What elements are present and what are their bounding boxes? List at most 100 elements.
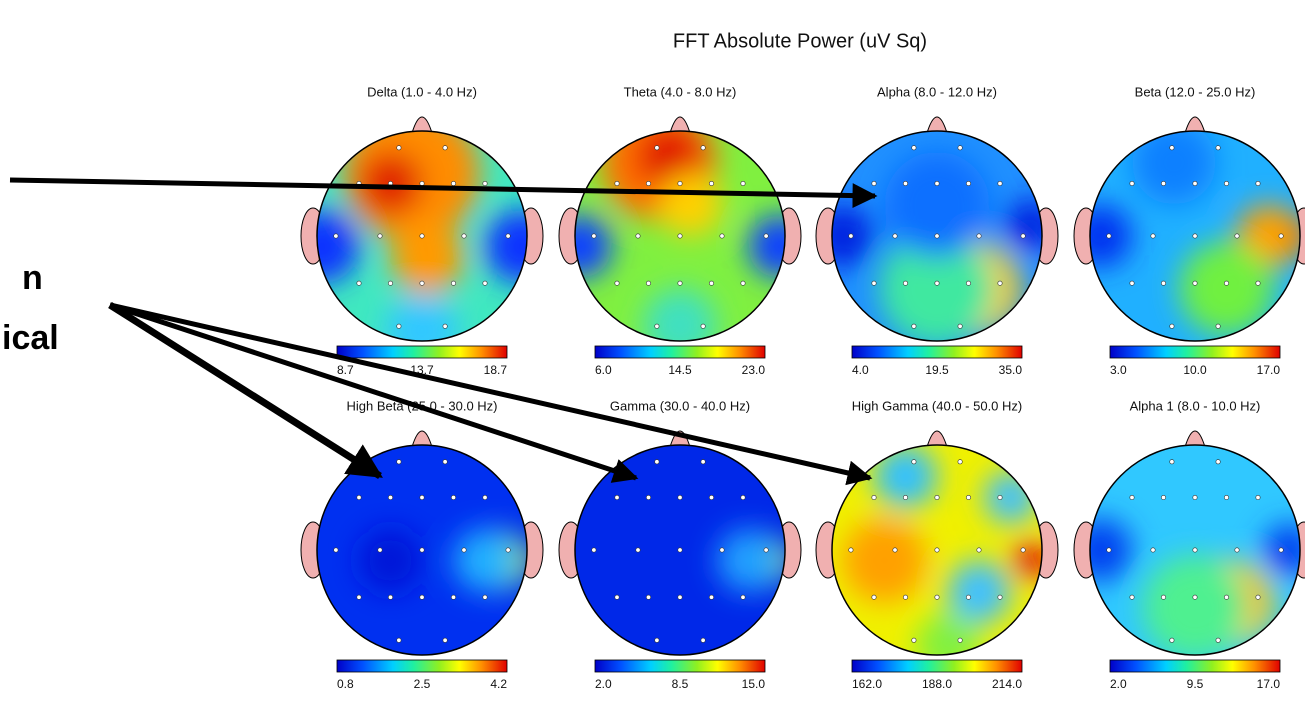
colorbar bbox=[1109, 659, 1281, 673]
head-outline bbox=[574, 130, 786, 342]
head-outline bbox=[316, 130, 528, 342]
scale-label: 17.0 bbox=[1257, 677, 1281, 691]
electrode bbox=[934, 494, 940, 500]
heat-blob bbox=[385, 293, 459, 341]
electrode bbox=[871, 594, 877, 600]
scale-label: 2.0 bbox=[595, 677, 612, 691]
electrode bbox=[396, 323, 402, 329]
electrode bbox=[997, 494, 1003, 500]
electrode bbox=[614, 280, 620, 286]
topomap: Delta (1.0 - 4.0 Hz)8.7 13.7 18.7 bbox=[300, 84, 544, 377]
electrode bbox=[333, 547, 339, 553]
electrode bbox=[1161, 494, 1167, 500]
electrode bbox=[1169, 145, 1175, 151]
electrode bbox=[1192, 594, 1198, 600]
electrode bbox=[763, 233, 769, 239]
electrode bbox=[645, 181, 651, 187]
electrode bbox=[1215, 459, 1221, 465]
heat-blob bbox=[575, 215, 612, 278]
scale-label: 4.2 bbox=[490, 677, 507, 691]
electrode bbox=[1255, 181, 1261, 187]
scale-label: 162.0 bbox=[852, 677, 882, 691]
head-outline bbox=[1089, 130, 1301, 342]
electrode bbox=[1215, 637, 1221, 643]
scale-label: 2.5 bbox=[414, 677, 431, 691]
heatmap bbox=[575, 445, 785, 655]
heat-blob bbox=[453, 529, 517, 592]
scale-label: 18.7 bbox=[484, 363, 508, 377]
heat-blob bbox=[832, 204, 874, 268]
electrode bbox=[1215, 323, 1221, 329]
electrode bbox=[700, 145, 706, 151]
electrode bbox=[419, 233, 425, 239]
arrow bbox=[109, 302, 873, 486]
electrode bbox=[957, 637, 963, 643]
electrode bbox=[708, 280, 714, 286]
heat-blobs bbox=[832, 152, 1042, 341]
heat-blob bbox=[884, 152, 990, 257]
electrode bbox=[965, 494, 971, 500]
heat-blobs bbox=[575, 131, 785, 341]
electrode bbox=[450, 494, 456, 500]
electrode bbox=[1129, 494, 1135, 500]
electrode bbox=[1129, 280, 1135, 286]
electrode bbox=[419, 181, 425, 187]
electrode bbox=[419, 547, 425, 553]
head-outline bbox=[831, 444, 1043, 656]
scale-label: 4.0 bbox=[852, 363, 869, 377]
electrode bbox=[645, 594, 651, 600]
electrode bbox=[902, 181, 908, 187]
arrows bbox=[9, 177, 878, 486]
electrode bbox=[419, 494, 425, 500]
topomap: Theta (4.0 - 8.0 Hz) 6.0 14.5 23.0 bbox=[558, 84, 802, 377]
scale-label: 14.5 bbox=[668, 363, 692, 377]
electrode bbox=[1150, 233, 1156, 239]
heat-blobs bbox=[842, 445, 1042, 655]
electrode bbox=[482, 594, 488, 600]
head-outline bbox=[831, 130, 1043, 342]
electrode bbox=[505, 547, 511, 553]
electrode bbox=[654, 459, 660, 465]
electrode bbox=[677, 181, 683, 187]
electrode bbox=[957, 145, 963, 151]
electrode bbox=[654, 145, 660, 151]
electrode bbox=[911, 459, 917, 465]
electrode bbox=[700, 459, 706, 465]
electrode bbox=[708, 594, 714, 600]
topomap: High Beta (25.0 - 30.0 Hz)0.8 2.5 4.2 bbox=[300, 398, 544, 691]
head-outline bbox=[574, 444, 786, 656]
electrode bbox=[1192, 233, 1198, 239]
electrode bbox=[482, 280, 488, 286]
electrode bbox=[654, 323, 660, 329]
heat-blob bbox=[916, 613, 979, 655]
electrode bbox=[700, 323, 706, 329]
electrode bbox=[377, 233, 383, 239]
electrode bbox=[356, 594, 362, 600]
heat-blobs bbox=[1090, 518, 1300, 655]
heat-blob bbox=[1179, 241, 1274, 336]
electrode bbox=[387, 494, 393, 500]
head-outline bbox=[1089, 444, 1301, 656]
scale-label: 2.0 bbox=[1110, 677, 1127, 691]
heat-blob bbox=[359, 529, 422, 592]
electrode bbox=[911, 145, 917, 151]
electrode bbox=[902, 594, 908, 600]
electrode bbox=[677, 594, 683, 600]
electrode bbox=[1020, 233, 1026, 239]
electrode bbox=[377, 547, 383, 553]
electrode bbox=[1169, 637, 1175, 643]
heat-blob bbox=[1090, 204, 1132, 268]
scale-label: 0.8 bbox=[337, 677, 354, 691]
electrode bbox=[1161, 181, 1167, 187]
electrode bbox=[1169, 459, 1175, 465]
electrode bbox=[1129, 181, 1135, 187]
electrode bbox=[677, 494, 683, 500]
electrode bbox=[997, 280, 1003, 286]
map-label: Beta (12.0 - 25.0 Hz) bbox=[1135, 84, 1256, 99]
heatmap bbox=[832, 131, 1042, 341]
electrode bbox=[1224, 494, 1230, 500]
topomap: Alpha 1 (8.0 - 10.0 Hz) 2.0 9.5 17.0 bbox=[1073, 398, 1305, 691]
figure-title: FFT Absolute Power (uV Sq) bbox=[673, 30, 927, 52]
electrode bbox=[934, 594, 940, 600]
